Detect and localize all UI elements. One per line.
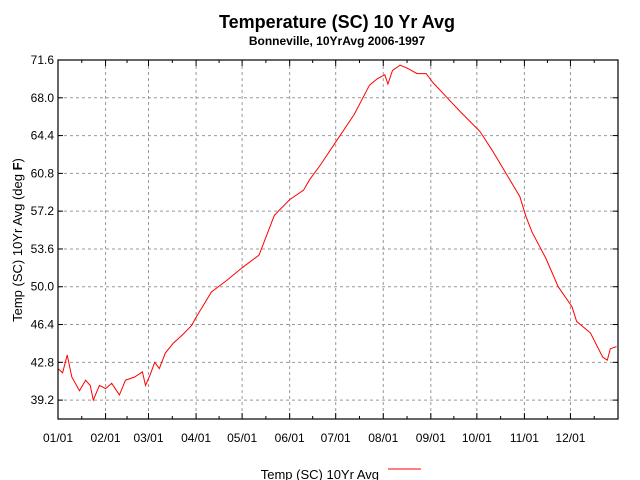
y-tick-label: 50.0 xyxy=(31,280,55,294)
y-axis-label-prefix: Temp (SC) 10Yr Avg (deg xyxy=(10,170,25,322)
grid-lines xyxy=(58,60,618,419)
series-line-temp-10yr-avg xyxy=(57,64,617,402)
x-tick-label: 10/01 xyxy=(462,431,492,445)
y-axis-label-unit: F xyxy=(10,162,25,170)
y-tick-label: 71.6 xyxy=(31,53,55,67)
plot-frame xyxy=(57,59,619,420)
chart-subtitle: Bonneville, 10YrAvg 2006-1997 xyxy=(249,34,426,48)
axis-ticks xyxy=(57,59,618,419)
y-tick-label: 53.6 xyxy=(31,242,55,256)
x-tick-label: 03/01 xyxy=(134,431,164,445)
y-axis-label: Temp (SC) 10Yr Avg (deg F) xyxy=(10,158,25,322)
x-tick-label: 09/01 xyxy=(416,431,446,445)
x-tick-label: 07/01 xyxy=(321,431,351,445)
tick-labels: 71.6 68.0 64.4 60.8 57.2 53.6 50.0 46.4 42.8 39.2… xyxy=(31,53,586,445)
y-tick-label: 39.2 xyxy=(31,393,55,407)
y-tick-label: 68.0 xyxy=(31,91,55,105)
x-tick-label: 02/01 xyxy=(91,431,121,445)
legend: Temp (SC) 10Yr Avg xyxy=(261,467,421,480)
y-tick-label: 64.4 xyxy=(31,129,55,143)
x-tick-label: 11/01 xyxy=(510,431,539,445)
x-tick-label: 06/01 xyxy=(275,431,305,445)
legend-label: Temp (SC) 10Yr Avg xyxy=(261,467,379,480)
x-tick-label: 01/01 xyxy=(43,431,73,445)
y-axis-label-suffix: ) xyxy=(10,158,25,162)
x-tick-label: 12/01 xyxy=(555,431,585,445)
y-tick-label: 57.2 xyxy=(31,204,55,218)
y-tick-label: 60.8 xyxy=(31,166,55,180)
x-tick-label: 05/01 xyxy=(227,431,257,445)
y-tick-label: 46.4 xyxy=(31,318,55,332)
y-tick-label: 42.8 xyxy=(31,355,55,369)
x-tick-label: 08/01 xyxy=(368,431,398,445)
x-tick-label: 04/01 xyxy=(181,431,211,445)
chart-title: Temperature (SC) 10 Yr Avg xyxy=(219,12,455,32)
